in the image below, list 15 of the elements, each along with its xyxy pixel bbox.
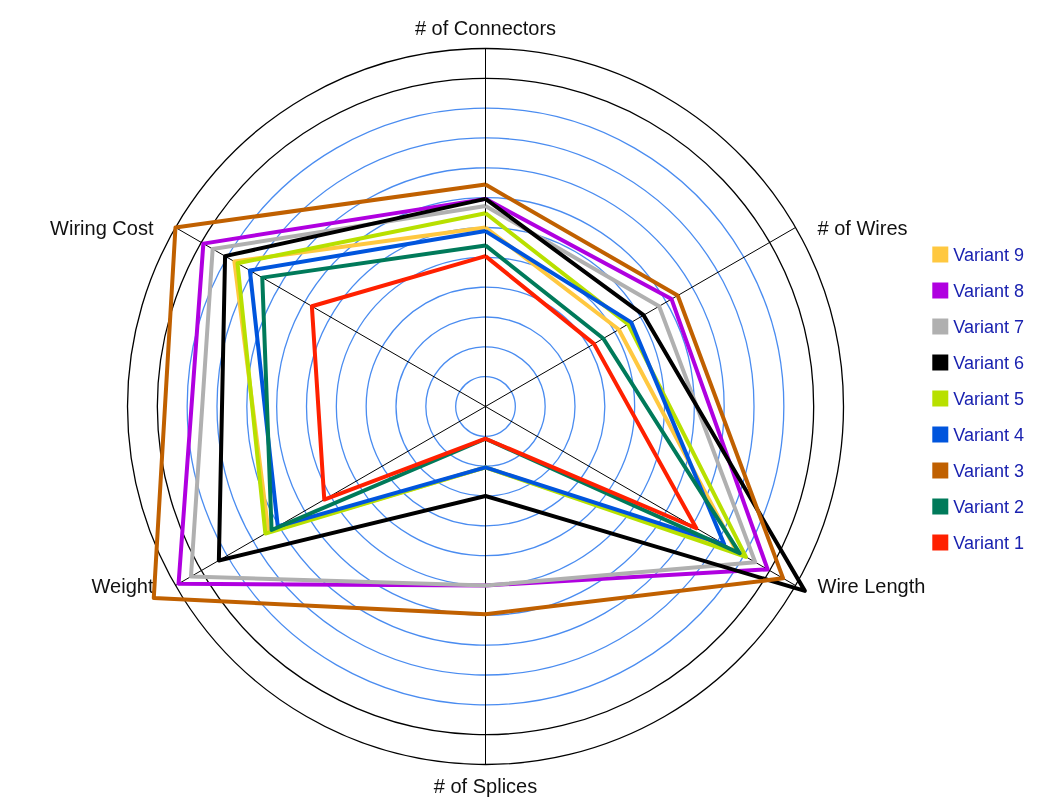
spoke-label: # of Connectors xyxy=(414,16,557,39)
spoke-label: Wiring Cost xyxy=(50,216,154,239)
spoke-label: Wire Length xyxy=(817,574,926,597)
spoke-label: Weight xyxy=(91,574,154,597)
legend-label: Variant 8 xyxy=(953,280,1025,301)
legend-label: Variant 3 xyxy=(953,460,1025,481)
legend-label: Variant 6 xyxy=(953,352,1025,373)
spoke-label: # of Wires xyxy=(817,216,908,239)
legend-label: Variant 5 xyxy=(953,388,1025,409)
legend-label: Variant 4 xyxy=(953,424,1025,445)
legend-label: Variant 7 xyxy=(953,316,1025,337)
spoke-label: # of Splices xyxy=(433,774,538,797)
legend-label: Variant 1 xyxy=(953,532,1025,553)
legend-label: Variant 9 xyxy=(953,244,1025,265)
legend-label: Variant 2 xyxy=(953,496,1025,517)
